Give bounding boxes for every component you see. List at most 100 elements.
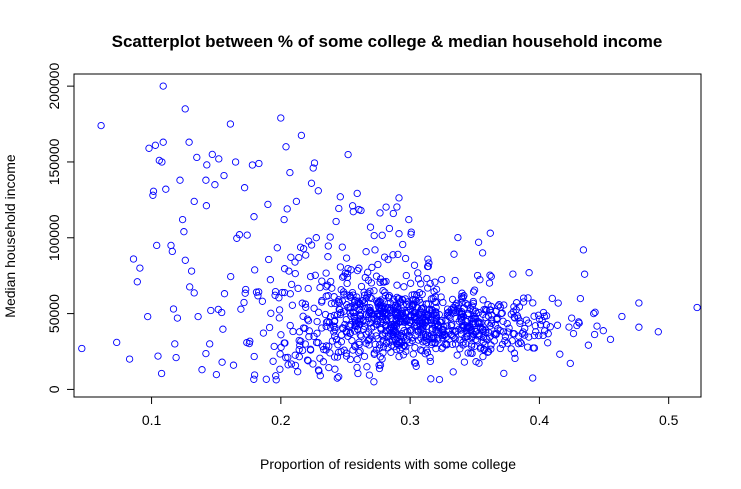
data-point [193, 153, 201, 162]
data-point [295, 253, 303, 262]
data-point [335, 296, 343, 304]
data-point [171, 340, 179, 348]
data-point [478, 249, 487, 257]
data-point [367, 332, 375, 340]
data-point [331, 316, 339, 325]
data-point [395, 294, 403, 303]
data-point [448, 295, 457, 304]
data-point [314, 366, 323, 374]
data-point [305, 327, 313, 335]
data-point [530, 312, 538, 320]
data-point [432, 285, 441, 294]
data-point [378, 355, 386, 363]
data-point [500, 301, 508, 309]
data-point [344, 150, 352, 159]
x-tick-label: 0.4 [530, 412, 550, 428]
data-point [495, 301, 503, 309]
y-tick-label: 200000 [46, 63, 62, 110]
data-point [430, 288, 438, 296]
data-point [434, 336, 442, 344]
y-tick-label: 0 [46, 385, 62, 393]
data-point [162, 185, 170, 193]
data-point [406, 326, 415, 334]
data-point [408, 303, 417, 311]
data-point [458, 324, 466, 332]
data-point [374, 316, 382, 325]
data-point [385, 293, 393, 301]
data-point [366, 223, 375, 231]
data-point [322, 292, 330, 300]
data-point [330, 293, 338, 301]
data-point [255, 288, 263, 296]
data-point [335, 299, 344, 307]
data-point [579, 246, 588, 254]
data-point [335, 373, 343, 381]
data-point [366, 306, 375, 315]
data-point [296, 243, 305, 251]
data-point [389, 317, 397, 325]
data-point [556, 350, 564, 358]
data-point [378, 332, 387, 340]
data-point [530, 331, 539, 340]
data-point [423, 262, 432, 271]
data-point [519, 298, 528, 306]
data-point [376, 312, 384, 320]
data-point [287, 360, 296, 368]
data-point [340, 272, 348, 280]
data-point [299, 324, 308, 332]
data-point [354, 299, 363, 307]
data-point [486, 306, 494, 314]
data-point [448, 340, 457, 349]
data-point [303, 315, 312, 323]
data-point [324, 253, 332, 261]
data-point [250, 352, 258, 361]
data-point [389, 251, 397, 259]
data-point [575, 319, 583, 327]
data-point [354, 369, 362, 378]
data-point [376, 298, 384, 306]
data-point [255, 159, 263, 168]
data-point [525, 269, 533, 277]
data-point [487, 272, 495, 281]
data-point [272, 376, 280, 384]
data-point [546, 323, 554, 331]
data-point [448, 332, 456, 340]
data-point [432, 311, 440, 319]
data-point [443, 311, 451, 320]
data-point [476, 276, 484, 284]
data-point [399, 351, 408, 359]
data-point [348, 202, 357, 210]
data-point [211, 181, 219, 189]
data-point [371, 246, 379, 254]
x-tick-label: 0.2 [271, 412, 291, 428]
data-point [540, 327, 549, 335]
data-point [410, 359, 419, 367]
data-point [454, 233, 462, 242]
data-point [367, 315, 376, 323]
data-point [530, 344, 539, 352]
data-point [441, 340, 449, 348]
data-point [467, 315, 475, 324]
data-point [401, 254, 410, 263]
data-point [157, 369, 166, 378]
data-point [395, 194, 403, 202]
data-point [133, 278, 141, 286]
data-point [314, 308, 323, 316]
data-point [275, 306, 284, 314]
data-point [412, 296, 420, 304]
data-point [331, 323, 339, 332]
data-point [482, 313, 490, 322]
data-point [508, 337, 516, 345]
data-point [519, 294, 528, 302]
data-point [491, 331, 500, 339]
data-point [382, 339, 390, 348]
data-point [355, 311, 364, 319]
data-point [566, 359, 574, 368]
data-point [424, 284, 432, 292]
data-point [294, 368, 302, 376]
data-point [372, 346, 380, 354]
data-point [328, 337, 337, 345]
data-point [529, 374, 537, 382]
data-point [294, 284, 302, 293]
